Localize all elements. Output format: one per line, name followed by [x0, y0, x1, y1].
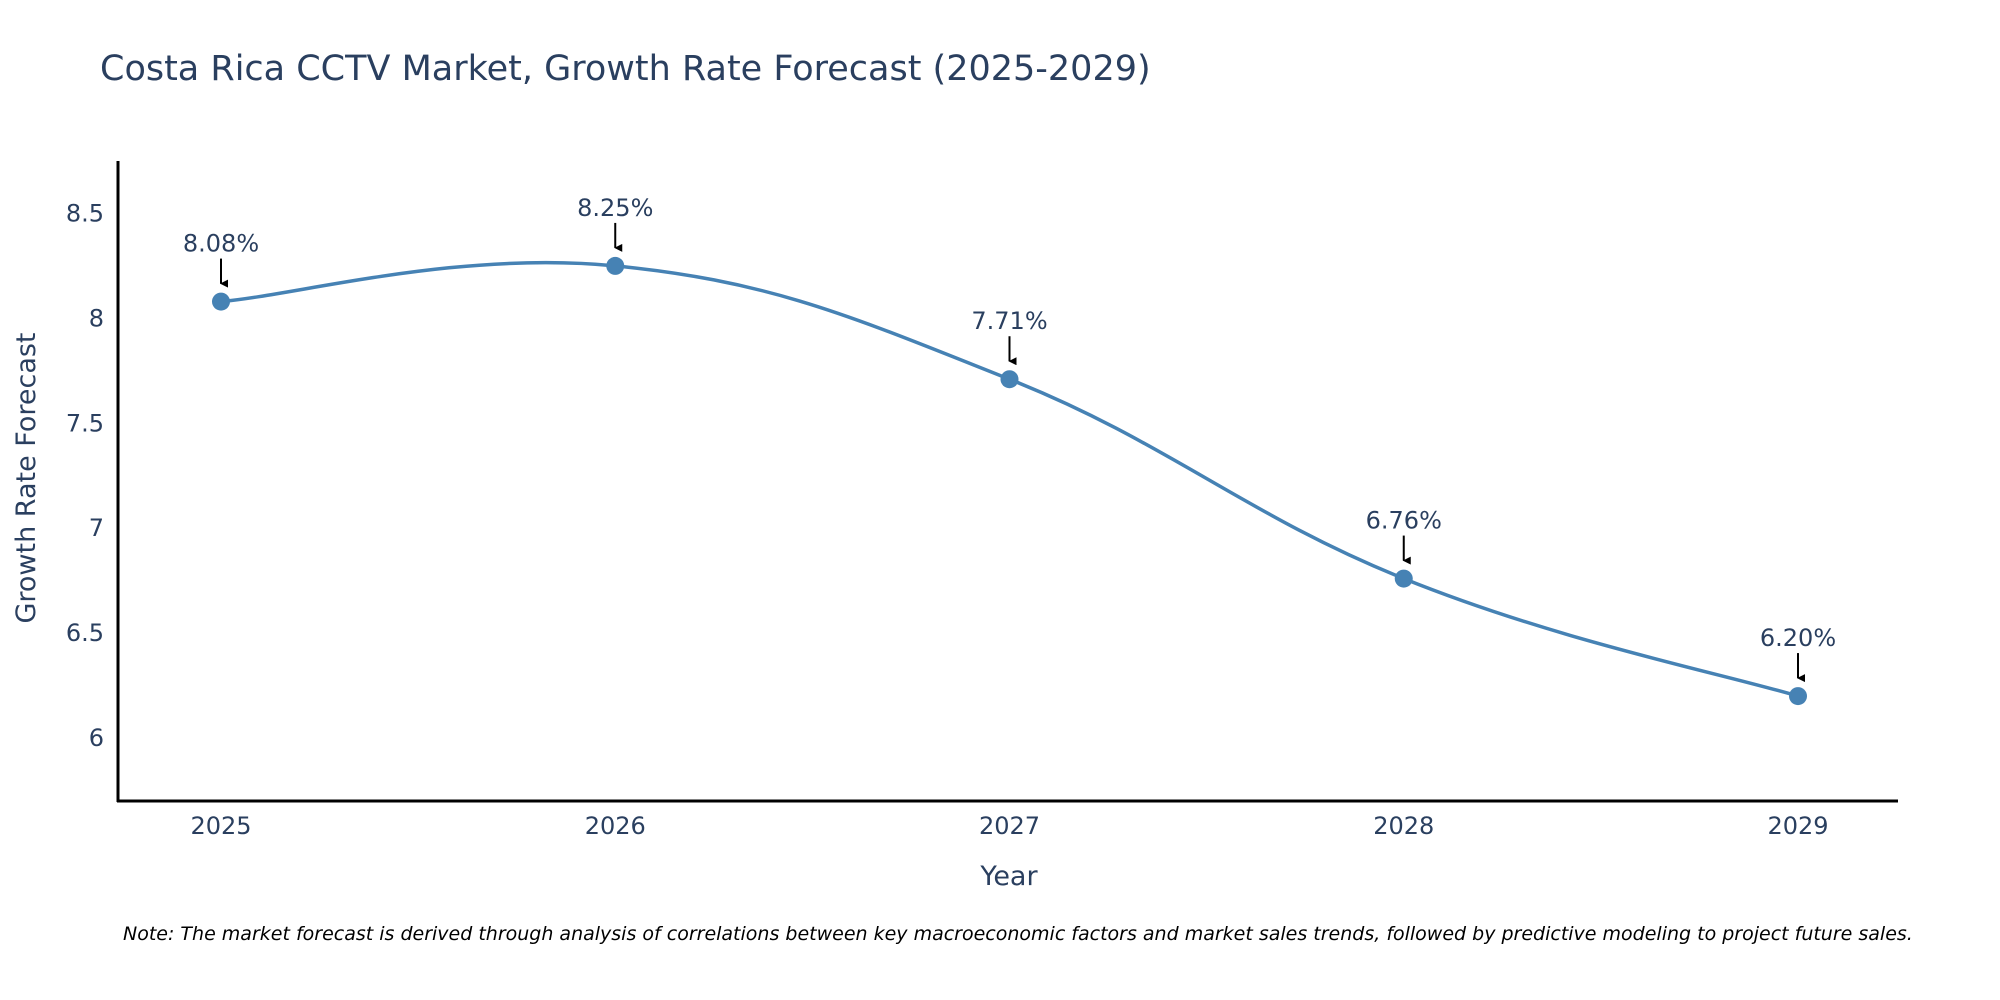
data-point: [212, 292, 230, 311]
y-tick-label: 6: [89, 724, 104, 752]
x-tick-label: 2029: [1767, 812, 1828, 840]
y-tick-label: 8: [89, 304, 104, 332]
data-label: 8.08%: [183, 230, 259, 258]
y-tick-label: 7: [89, 514, 104, 542]
x-tick-label: 2027: [979, 812, 1040, 840]
data-label: 6.20%: [1760, 624, 1836, 652]
data-point: [1394, 569, 1413, 588]
data-point: [1789, 687, 1807, 706]
y-tick-label: 6.5: [66, 619, 104, 647]
data-point: [1000, 370, 1019, 389]
x-tick-label: 2026: [585, 812, 646, 840]
y-tick-label: 7.5: [66, 409, 104, 437]
x-tick-label: 2025: [190, 812, 251, 840]
data-point: [606, 256, 625, 275]
data-label: 8.25%: [577, 194, 653, 222]
x-tick-label: 2028: [1373, 812, 1434, 840]
x-axis-title: Year: [979, 861, 1038, 892]
y-axis-title: Growth Rate Forecast: [11, 332, 42, 623]
chart-note: Note: The market forecast is derived thr…: [123, 923, 1913, 945]
data-label: 6.76%: [1366, 507, 1442, 535]
data-label: 7.71%: [971, 307, 1047, 335]
y-tick-label: 8.5: [66, 199, 104, 227]
chart-title: Costa Rica CCTV Market, Growth Rate Fore…: [100, 49, 1151, 89]
